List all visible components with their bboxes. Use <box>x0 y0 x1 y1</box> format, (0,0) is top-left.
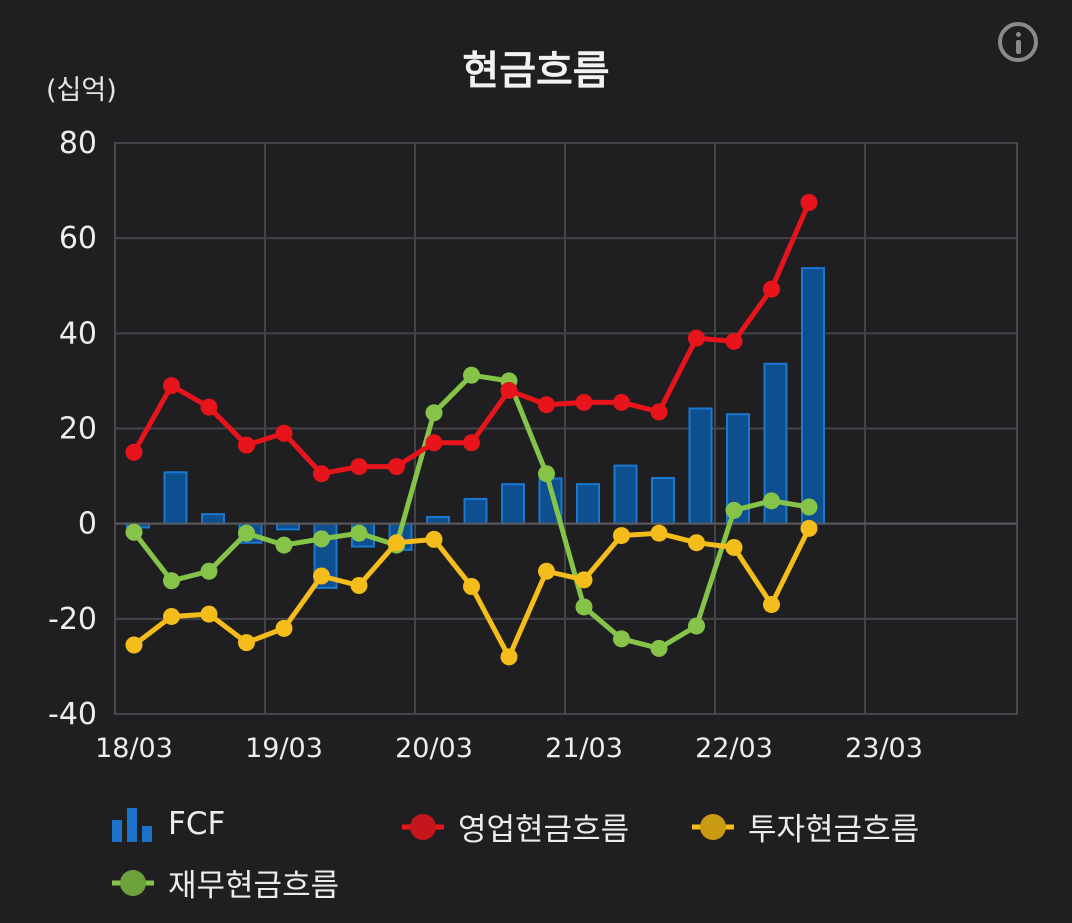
legend-item-investing[interactable]: 투자현금흐름 <box>690 804 919 849</box>
series-point <box>388 458 405 476</box>
legend-item-fcf[interactable]: FCF <box>110 804 225 844</box>
series-point <box>313 567 330 585</box>
series-point <box>350 577 368 595</box>
series-point <box>538 465 555 483</box>
legend-label-operating: 영업현금흐름 <box>458 812 630 848</box>
series-point <box>800 498 818 516</box>
fcf-bar <box>613 464 638 525</box>
series-point <box>275 536 293 554</box>
bar-chart-icon <box>110 804 156 844</box>
series-point <box>425 404 443 422</box>
fcf-bar <box>201 513 225 525</box>
chart-legend: FCF 영업현금흐름 투자현금흐름 <box>0 790 1072 910</box>
x-tick-label: 23/03 <box>845 733 923 764</box>
series-point <box>125 523 143 541</box>
series-point <box>350 458 368 476</box>
series-point <box>763 596 780 614</box>
series-point <box>313 465 330 483</box>
series-point <box>238 524 255 542</box>
series-point <box>200 562 218 580</box>
series-point <box>238 436 255 454</box>
info-icon[interactable] <box>998 22 1038 62</box>
legend-label-financing: 재무현금흐름 <box>168 868 340 904</box>
series-point <box>463 434 480 452</box>
fcf-bar <box>688 407 713 525</box>
series-point <box>613 393 630 411</box>
fcf-bar <box>163 471 188 525</box>
x-tick-label: 19/03 <box>245 733 323 764</box>
series-point <box>500 381 518 399</box>
legend-label-fcf: FCF <box>168 806 226 842</box>
series-point <box>163 572 180 590</box>
series-point <box>688 617 705 635</box>
series-point <box>238 634 255 652</box>
series-point <box>800 519 818 537</box>
line-dot-icon <box>400 807 446 847</box>
series-point <box>500 648 518 666</box>
series-point <box>725 501 743 519</box>
unit-label: (십억) <box>46 75 117 106</box>
x-tick-label: 22/03 <box>695 733 773 764</box>
x-tick-label: 20/03 <box>395 733 473 764</box>
series-point <box>275 619 293 637</box>
series-point <box>688 329 705 347</box>
series-point <box>650 403 668 421</box>
y-tick-label: -20 <box>48 602 97 637</box>
series-point <box>800 193 818 211</box>
x-tick-label: 21/03 <box>545 733 623 764</box>
series-point <box>613 527 630 545</box>
y-tick-label: 60 <box>59 221 97 256</box>
line-dot-icon <box>110 863 156 903</box>
x-tick-label: 18/03 <box>95 733 173 764</box>
fcf-bar <box>576 483 600 525</box>
series-point <box>538 562 555 580</box>
series-point <box>313 530 330 548</box>
series-point <box>275 424 293 442</box>
y-tick-label: 40 <box>59 316 97 351</box>
series-point <box>575 598 593 616</box>
fcf-bar <box>501 483 525 525</box>
series-point <box>125 636 143 654</box>
series-point <box>575 393 593 411</box>
series-point <box>650 639 668 657</box>
series-point <box>200 398 218 416</box>
series-point <box>650 524 668 542</box>
y-tick-label: 80 <box>59 126 97 161</box>
legend-item-operating[interactable]: 영업현금흐름 <box>400 804 629 849</box>
series-point <box>688 534 705 552</box>
legend-label-investing: 투자현금흐름 <box>748 812 920 848</box>
series-point <box>425 434 443 452</box>
series-point <box>725 538 743 556</box>
legend-item-financing[interactable]: 재무현금흐름 <box>110 860 339 905</box>
chart-title: 현금흐름 <box>462 48 610 94</box>
series-point <box>763 280 780 298</box>
series-point <box>725 332 743 350</box>
fcf-bar <box>801 267 825 525</box>
series-point <box>200 605 218 623</box>
series-point <box>613 630 630 648</box>
series-point <box>163 607 180 625</box>
series-point <box>125 443 143 461</box>
series-point <box>538 396 555 414</box>
y-tick-label: -40 <box>48 697 97 732</box>
series-point <box>463 366 480 384</box>
series-point <box>388 534 405 552</box>
series-point <box>425 530 443 548</box>
series-point <box>463 577 480 595</box>
y-tick-label: 20 <box>59 412 97 447</box>
fcf-bar <box>651 476 675 525</box>
line-dot-icon <box>690 807 736 847</box>
fcf-bar <box>463 497 488 525</box>
series-point <box>163 377 180 395</box>
series-point <box>575 571 593 589</box>
series-point <box>763 492 780 510</box>
series-point <box>350 524 368 542</box>
y-tick-label: 0 <box>78 507 97 542</box>
